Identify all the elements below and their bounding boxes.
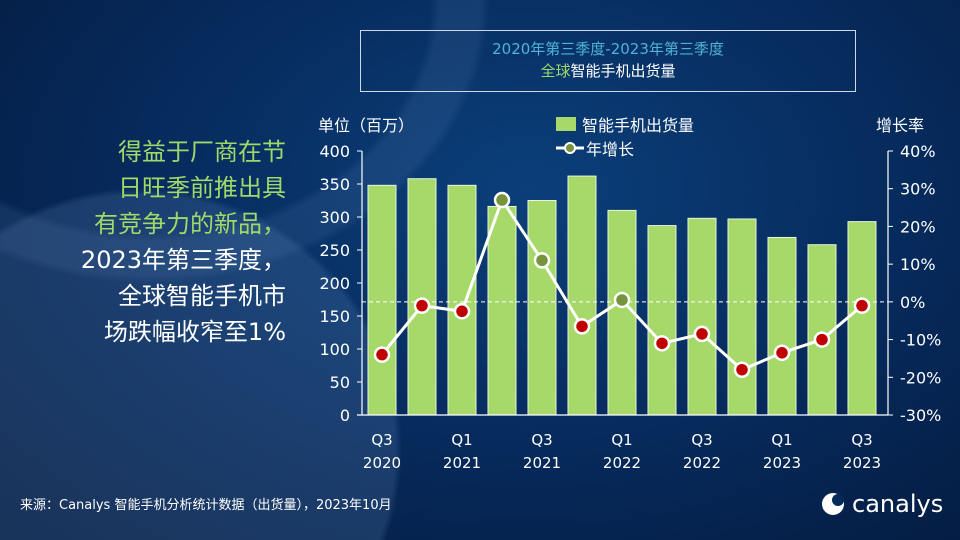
growth-point-Q3-2023	[853, 297, 871, 314]
canalys-logo: canalys	[820, 490, 943, 518]
bar-Q3-2023	[847, 221, 877, 416]
left-tick-label: 150	[319, 307, 350, 326]
x-tick-label: 2021	[443, 454, 481, 472]
x-tick-label: 2020	[363, 454, 401, 472]
chart-title-box: 2020年第三季度-2023年第三季度 全球智能手机出货量	[360, 30, 856, 92]
left-tick-label: 100	[319, 340, 350, 359]
legend-line: 年增长	[556, 136, 634, 160]
x-tick-label: 2022	[683, 454, 721, 472]
x-tick-label: Q3	[691, 431, 712, 449]
legend-line-swatch	[556, 142, 584, 154]
x-tick-label: Q3	[531, 431, 552, 449]
source-note: 来源：Canalys 智能手机分析统计数据（出货量），2023年10月	[20, 498, 392, 513]
right-tick-label: 30%	[900, 180, 936, 199]
x-tick-label: Q3	[851, 431, 872, 449]
x-tick-label: 2023	[763, 454, 801, 472]
headline-text: 得益于厂商在节 日旺季前推出具 有竞争力的新品， 2023年第三季度， 全球智能…	[36, 134, 286, 350]
left-axis-label: 单位（百万）	[318, 116, 415, 135]
right-tick-label: 20%	[900, 217, 936, 236]
right-tick-label: -10%	[900, 331, 941, 350]
right-tick-label: -30%	[900, 406, 941, 425]
bar-Q4-2021	[567, 175, 597, 416]
right-tick-label: 10%	[900, 255, 936, 274]
legend-line-label: 年增长	[586, 140, 635, 159]
right-tick-label: 0%	[900, 293, 925, 312]
bar-Q1-2022	[607, 209, 637, 416]
title-rest: 智能手机出货量	[570, 62, 676, 80]
headline-line: 得益于厂商在节	[118, 138, 286, 166]
growth-point-Q4-2021	[573, 318, 591, 335]
growth-point-Q2-2023	[813, 331, 831, 348]
right-tick-label: -20%	[900, 368, 941, 387]
left-tick-label: 400	[319, 142, 350, 161]
canalys-logo-icon	[822, 493, 844, 515]
x-tick-label: Q3	[371, 431, 392, 449]
right-tick-label: 40%	[900, 142, 936, 161]
title-global: 全球	[540, 62, 571, 80]
x-tick-label: Q1	[611, 431, 632, 449]
bar-Q2-2021	[487, 205, 517, 416]
growth-point-Q3-2021	[533, 252, 551, 269]
chart-title-line2: 全球智能手机出货量	[361, 60, 855, 82]
x-tick-label: 2023	[843, 454, 881, 472]
growth-point-Q4-2020	[413, 297, 431, 314]
left-tick-label: 250	[319, 241, 350, 260]
growth-point-Q1-2021	[453, 303, 471, 320]
left-tick-label: 200	[319, 274, 350, 293]
right-axis-label: 增长率	[876, 116, 925, 135]
growth-point-Q4-2022	[733, 361, 751, 378]
left-tick-label: 300	[319, 208, 350, 227]
bar-Q3-2021	[527, 200, 557, 416]
legend-bar-swatch	[556, 117, 576, 131]
bar-Q4-2022	[727, 218, 757, 416]
growth-point-Q3-2022	[693, 325, 711, 343]
left-tick-label: 350	[319, 175, 350, 194]
x-tick-label: Q1	[451, 431, 472, 449]
bar-Q3-2022	[687, 217, 717, 416]
bar-Q3-2020	[367, 184, 397, 416]
bar-Q2-2022	[647, 225, 677, 416]
chart-title-line1: 2020年第三季度-2023年第三季度	[492, 40, 724, 58]
growth-point-Q1-2022	[613, 291, 631, 309]
x-tick-label: 2022	[603, 454, 641, 472]
bar-Q4-2020	[407, 178, 437, 416]
growth-point-Q1-2023	[773, 344, 791, 362]
growth-point-Q3-2020	[373, 346, 391, 363]
legend-bar: 智能手机出货量	[556, 112, 694, 136]
headline-line: 有竞争力的新品，	[94, 210, 286, 238]
legend-bar-label: 智能手机出货量	[582, 116, 695, 135]
headline-line: 全球智能手机市	[118, 282, 286, 310]
left-tick-label: 50	[330, 373, 350, 392]
logo-text: canalys	[852, 490, 944, 518]
left-tick-label: 0	[340, 406, 350, 425]
bar-Q1-2023	[767, 236, 797, 416]
bar-Q1-2021	[447, 184, 477, 416]
growth-point-Q2-2021	[493, 191, 511, 209]
growth-point-Q2-2022	[653, 335, 671, 352]
x-tick-label: 2021	[523, 454, 561, 472]
headline-line: 日旺季前推出具	[118, 174, 286, 202]
headline-line: 场跌幅收窄至1%	[103, 318, 286, 346]
headline-line: 2023年第三季度，	[80, 246, 286, 274]
x-tick-label: Q1	[771, 431, 792, 449]
